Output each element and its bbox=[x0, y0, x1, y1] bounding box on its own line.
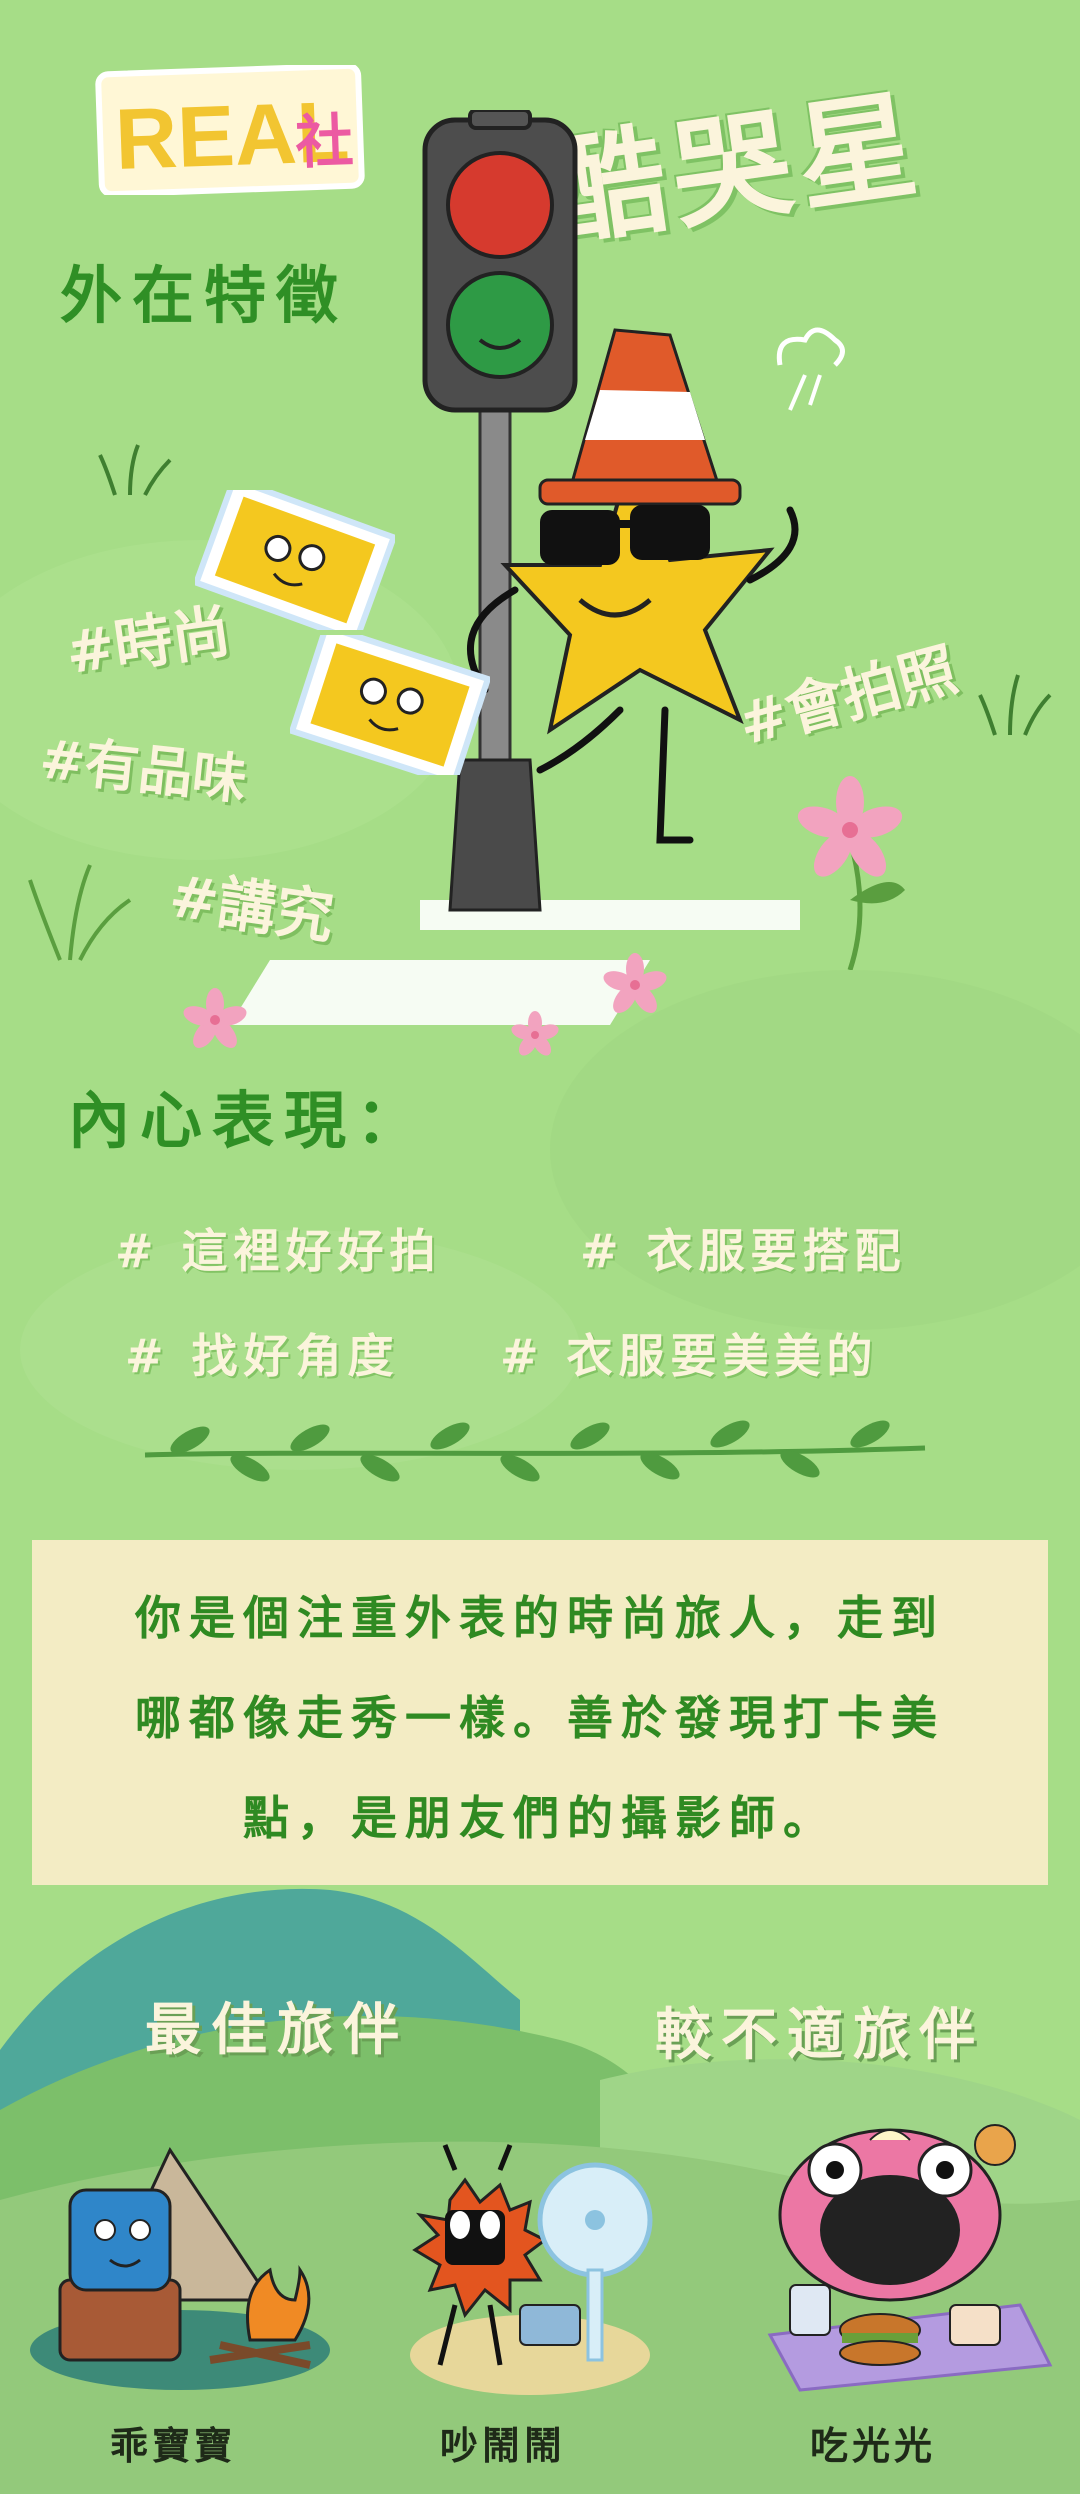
photo-card-2 bbox=[290, 635, 490, 775]
grass-right bbox=[978, 674, 1052, 736]
inner-tag-row2-b: # 衣服要美美的 bbox=[500, 1329, 879, 1383]
character-label-1: 乖寶寶 bbox=[110, 2424, 237, 2468]
best-companion-heading: 最佳旅伴 bbox=[145, 1998, 409, 2063]
photo-card-1 bbox=[195, 490, 395, 630]
crosswalk-stripe bbox=[230, 960, 650, 1025]
inner-tag-row1-b: # 衣服要搭配 bbox=[580, 1224, 907, 1278]
flower-small-3 bbox=[511, 1011, 559, 1056]
flower-small-2 bbox=[603, 953, 667, 1013]
appearance-heading: 外在特徵 bbox=[60, 259, 349, 332]
pink-eating-character-icon bbox=[767, 2124, 1053, 2392]
grass-left bbox=[28, 864, 132, 961]
smoke-puff-icon bbox=[776, 327, 845, 411]
description-line-3: 點，是朋友們的攝影師。 bbox=[243, 1791, 837, 1845]
inner-tag-row1-a: # 這裡好好拍 bbox=[115, 1224, 442, 1278]
flower-right bbox=[797, 776, 905, 970]
blue-cube-character-icon bbox=[30, 2146, 330, 2390]
orange-spiky-character-icon bbox=[410, 2144, 653, 2395]
inner-tag-row2-a: # 找好角度 bbox=[125, 1329, 400, 1383]
svg-text:社: 社 bbox=[294, 107, 354, 177]
traffic-light-illustration bbox=[420, 110, 800, 930]
inner-heading: 內心表現： bbox=[68, 1084, 429, 1157]
flower-small-1 bbox=[183, 988, 247, 1048]
description-box: 你是個注重外表的時尚旅人，走到 哪都像走秀一樣。善於發現打卡美 點，是朋友們的攝… bbox=[32, 1540, 1048, 1885]
description-line-2: 哪都像走秀一樣。善於發現打卡美 bbox=[135, 1691, 945, 1745]
brand-logo: REAL 社 bbox=[95, 65, 365, 195]
character-label-3: 吃光光 bbox=[810, 2424, 937, 2468]
description-line-1: 你是個注重外表的時尚旅人，走到 bbox=[135, 1591, 945, 1645]
svg-text:REAL: REAL bbox=[114, 84, 351, 188]
grass-top bbox=[98, 444, 172, 496]
leaf-divider bbox=[144, 1420, 926, 1482]
character-label-2: 吵鬧鬧 bbox=[440, 2424, 567, 2468]
worst-companion-heading: 較不適旅伴 bbox=[655, 2003, 985, 2068]
